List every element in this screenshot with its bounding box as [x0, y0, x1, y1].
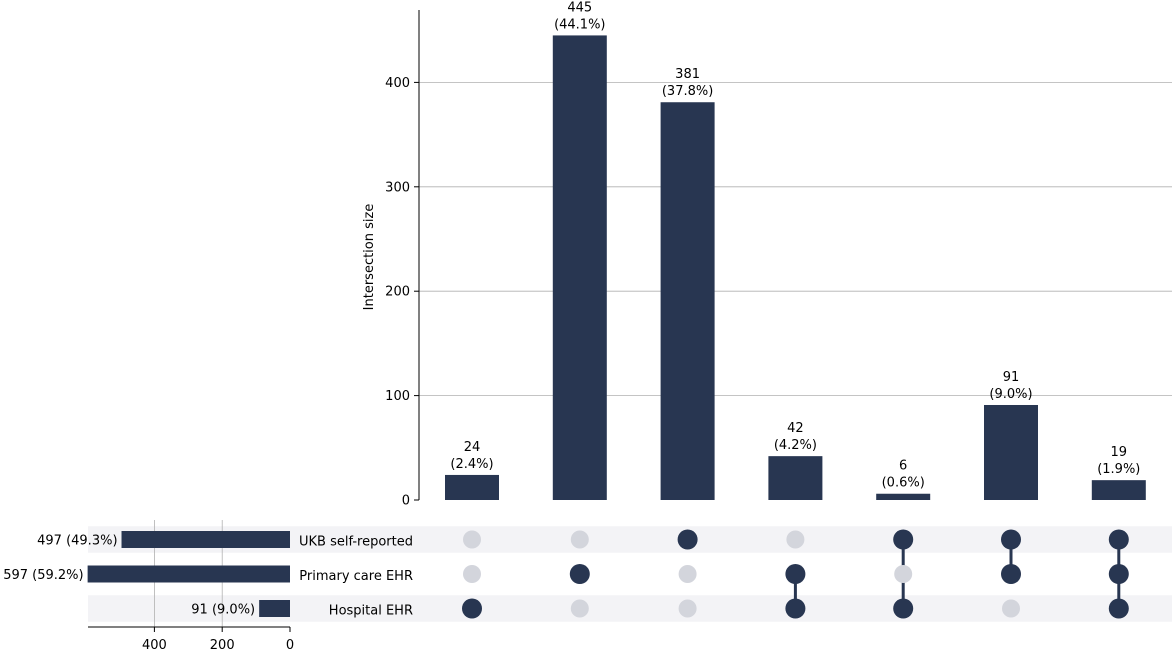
set-name-label: Hospital EHR [329, 604, 413, 619]
matrix-dot-active [1108, 564, 1129, 584]
y-tick-label: 0 [402, 494, 410, 509]
bar-percent-label: (0.6%) [882, 476, 925, 491]
bar-count-label: 6 [899, 459, 907, 474]
set-size-label: 497 (49.3%) [37, 534, 117, 549]
intersection-matrix [462, 529, 1129, 619]
bar-count-label: 381 [675, 67, 700, 82]
bar-percent-label: (44.1%) [554, 17, 605, 32]
matrix-dot-inactive [570, 530, 589, 549]
matrix-dot-inactive [678, 565, 697, 583]
intersection-bar [445, 474, 499, 500]
y-tick-label: 100 [385, 389, 410, 404]
matrix-dot-active [893, 598, 914, 619]
matrix-dot-active [893, 529, 914, 550]
set-size-label: 91 (9.0%) [191, 603, 255, 618]
matrix-dot-inactive [678, 599, 697, 618]
bar-count-label: 445 [567, 0, 592, 15]
matrix-dot-inactive [463, 530, 481, 549]
set-size-bar [87, 565, 290, 583]
intersection-bar [984, 404, 1038, 500]
matrix-dot-inactive [894, 565, 913, 583]
intersection-bar [660, 102, 715, 501]
intersection-bar [876, 493, 931, 500]
matrix-dot-inactive [570, 599, 589, 618]
set-size-bars: 400 200 0 497 (49.3%) UKB self-reported 597 (… [3, 520, 413, 651]
matrix-dot-active [569, 564, 590, 584]
matrix-row-stripes [88, 526, 1172, 622]
matrix-dot-inactive [463, 565, 481, 583]
matrix-dot-inactive [1002, 599, 1020, 618]
set-name-label: Primary care EHR [299, 569, 413, 584]
intersection-bar [768, 456, 823, 500]
set-size-tick-label: 400 [142, 638, 167, 651]
matrix-dot-inactive [786, 530, 805, 549]
matrix-dot-active [462, 598, 482, 619]
matrix-dot-active [1108, 529, 1129, 550]
y-tick-label: 200 [385, 285, 410, 300]
matrix-dot-active [785, 598, 806, 619]
bar-count-label: 19 [1111, 445, 1128, 460]
matrix-dot-active [785, 564, 806, 584]
y-tick-label: 300 [385, 180, 410, 195]
set-size-bar [121, 531, 290, 548]
intersection-bar [1091, 480, 1146, 500]
y-axis-label: Intersection size [362, 204, 377, 311]
intersection-bar [552, 35, 607, 501]
matrix-dot-active [1001, 529, 1021, 550]
intersection-bars: 24 (2.4%) 445 (44.1%) 381 (37.8%) 42 (4.2%) 6 (0.… [445, 0, 1146, 501]
set-size-bar [259, 600, 290, 617]
set-size-label: 597 (59.2%) [3, 568, 83, 583]
bar-count-label: 91 [1003, 370, 1020, 385]
matrix-dot-active [1108, 598, 1129, 619]
intersection-size-axis: 0 100 200 300 400 [385, 10, 420, 509]
bar-count-label: 24 [464, 440, 481, 455]
set-name-label: UKB self-reported [299, 535, 413, 550]
set-size-tick-label: 200 [210, 638, 235, 651]
bar-percent-label: (1.9%) [1097, 462, 1140, 477]
bar-percent-label: (2.4%) [450, 457, 493, 472]
bar-percent-label: (9.0%) [989, 387, 1032, 402]
y-tick-label: 400 [385, 76, 410, 91]
gridlines [419, 82, 1172, 397]
bar-count-label: 42 [787, 421, 804, 436]
bar-percent-label: (37.8%) [662, 84, 713, 99]
matrix-dot-active [1001, 564, 1021, 584]
set-size-tick-label: 0 [286, 638, 294, 651]
matrix-dot-active [677, 529, 698, 550]
bar-percent-label: (4.2%) [774, 438, 817, 453]
